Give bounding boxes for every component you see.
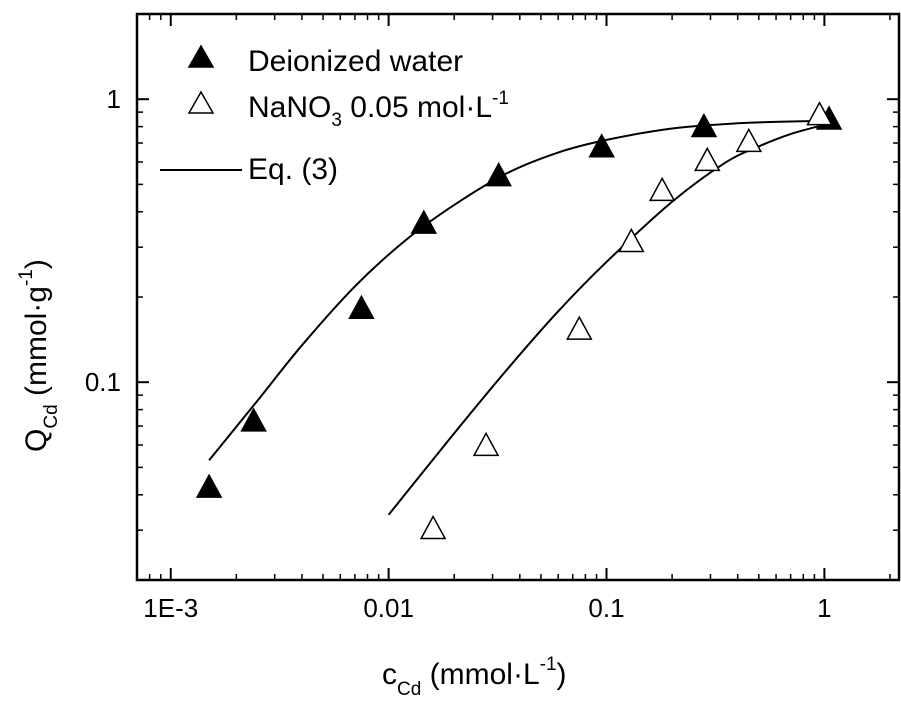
point-deionized <box>588 133 615 158</box>
legend: Deionized water NaNO3 0.05 mol·L-1 Eq. (… <box>160 44 509 186</box>
x-tick-label: 1E-3 <box>143 593 198 623</box>
plot-lines <box>208 119 825 516</box>
point-nano3 <box>648 176 676 202</box>
legend-label-deionized: Deionized water <box>248 45 463 78</box>
point-deionized <box>348 294 375 320</box>
point-nano3 <box>419 514 447 540</box>
point-nano3 <box>566 315 593 340</box>
point-nano3 <box>806 101 833 126</box>
x-tick-label: 0.01 <box>363 593 414 623</box>
point-deionized <box>195 473 223 498</box>
axes: 1E-3 0.01 0.1 1 0.1 1 <box>85 14 899 623</box>
fit-curve-1 <box>387 123 825 516</box>
plot-markers <box>195 101 843 540</box>
point-deionized <box>485 162 512 187</box>
point-deionized <box>240 407 267 432</box>
x-tick-label: 1 <box>817 593 831 623</box>
point-nano3 <box>618 227 645 253</box>
legend-marker-deionized <box>187 44 215 68</box>
legend-label-fit: Eq. (3) <box>248 153 338 186</box>
point-nano3 <box>472 431 500 457</box>
y-axis-title: QCd (mmol·g-1) <box>16 259 62 452</box>
point-nano3 <box>693 146 721 172</box>
point-deionized <box>410 209 438 234</box>
point-deionized <box>690 112 718 138</box>
legend-label-nano3: NaNO3 0.05 mol·L-1 <box>248 88 509 131</box>
y-tick-label: 0.1 <box>85 367 121 397</box>
fit-curve-0 <box>208 119 825 461</box>
y-tick-label: 1 <box>107 84 121 114</box>
x-tick-label: 0.1 <box>588 593 624 623</box>
point-nano3 <box>735 127 763 153</box>
legend-marker-nanoo3 <box>187 90 215 114</box>
x-axis-title: cCd (mmol·L-1) <box>382 654 567 700</box>
